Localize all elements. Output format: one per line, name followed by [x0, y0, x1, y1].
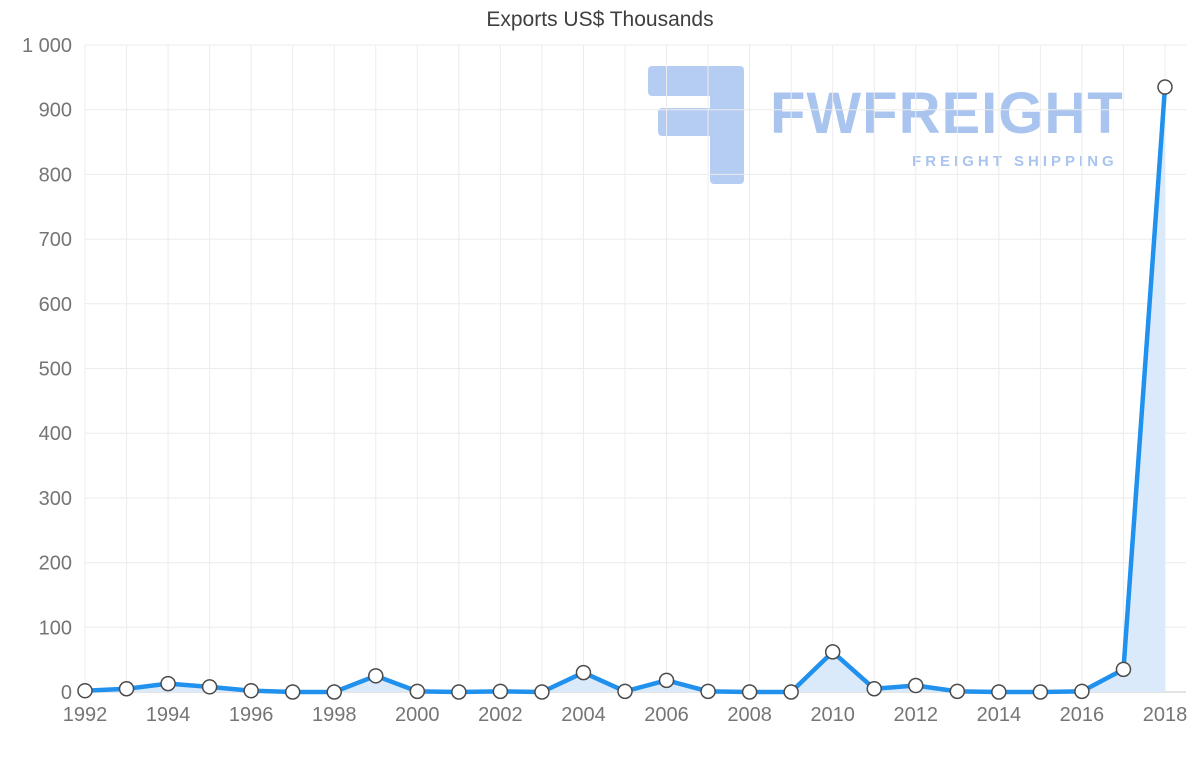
svg-text:1998: 1998: [312, 704, 357, 726]
svg-text:2016: 2016: [1060, 704, 1105, 726]
chart-title: Exports US$ Thousands: [486, 8, 714, 31]
svg-text:900: 900: [39, 100, 72, 122]
svg-text:2008: 2008: [727, 704, 772, 726]
svg-text:100: 100: [39, 617, 72, 639]
svg-text:1994: 1994: [146, 704, 191, 726]
svg-text:2002: 2002: [478, 704, 523, 726]
svg-text:1992: 1992: [63, 704, 108, 726]
svg-text:800: 800: [39, 164, 72, 186]
watermark-title: FWFREIGHT: [770, 81, 1124, 146]
svg-text:2000: 2000: [395, 704, 440, 726]
watermark-subtitle: FREIGHT SHIPPING: [912, 153, 1118, 170]
watermark: FWFREIGHT FREIGHT SHIPPING: [648, 66, 1124, 189]
watermark-text-block: FWFREIGHT FREIGHT SHIPPING: [770, 81, 1124, 171]
svg-text:0: 0: [61, 682, 72, 704]
svg-text:2010: 2010: [810, 704, 855, 726]
svg-text:1996: 1996: [229, 704, 274, 726]
svg-text:2006: 2006: [644, 704, 689, 726]
svg-text:300: 300: [39, 488, 72, 510]
fwfreight-logo-icon: [648, 66, 744, 189]
svg-text:500: 500: [39, 359, 72, 381]
svg-text:600: 600: [39, 294, 72, 316]
svg-text:2004: 2004: [561, 704, 606, 726]
svg-text:400: 400: [39, 423, 72, 445]
svg-text:1 000: 1 000: [22, 35, 72, 57]
svg-text:2012: 2012: [894, 704, 939, 726]
svg-text:700: 700: [39, 229, 72, 251]
svg-text:200: 200: [39, 553, 72, 575]
svg-text:2018: 2018: [1143, 704, 1188, 726]
svg-text:2014: 2014: [977, 704, 1022, 726]
